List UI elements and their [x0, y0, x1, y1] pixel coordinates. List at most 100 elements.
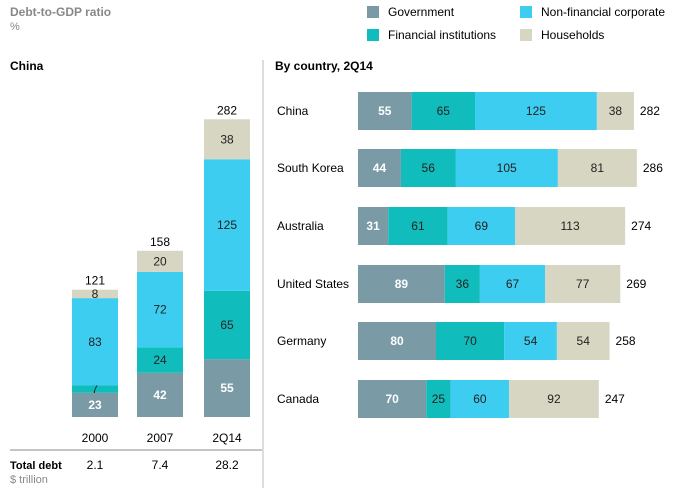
china-vertical-bars: 23783812120002.14224722015820077.4556512… — [72, 103, 250, 472]
country-label-canada: Canada — [277, 392, 319, 406]
hbar-united-states-government — [358, 265, 445, 303]
bar-2000-government — [72, 392, 118, 417]
bar-label-2q14-non-financial-corporate: 125 — [217, 218, 237, 232]
hbar-label-united-states-government: 89 — [395, 277, 409, 291]
hbar-label-united-states-households: 77 — [576, 277, 590, 291]
hbar-label-australia-government: 31 — [366, 219, 380, 233]
hbar-label-china-non-financial-corporate: 125 — [526, 104, 546, 118]
hbar-label-south-korea-financial-institutions: 56 — [422, 161, 436, 175]
category-label-2000: 2000 — [82, 431, 109, 445]
hbar-united-states-non-financial-corporate — [479, 265, 546, 303]
bar-label-2007-financial-institutions: 24 — [153, 353, 167, 367]
bar-2q14-households — [204, 119, 250, 160]
bar-label-2000-non-financial-corporate: 83 — [88, 335, 102, 349]
hbar-label-united-states-financial-institutions: 36 — [456, 277, 470, 291]
legend-label-non-financial-corporate: Non-financial corporate — [541, 5, 665, 19]
chart-unit: % — [10, 21, 20, 33]
category-label-2007: 2007 — [147, 431, 174, 445]
bar-2007-non-financial-corporate — [137, 271, 183, 348]
hbar-germany-financial-institutions — [436, 322, 505, 360]
hbar-label-canada-households: 92 — [547, 392, 561, 406]
hbar-canada-non-financial-corporate — [450, 380, 510, 418]
left-panel-title: China — [10, 59, 44, 73]
country-label-united-states: United States — [277, 277, 349, 291]
bar-label-2q14-financial-institutions: 65 — [220, 318, 234, 332]
total-debt-label: Total debt — [10, 460, 62, 472]
total-debt-unit: $ trillion — [10, 474, 48, 486]
hbar-label-canada-government: 70 — [385, 392, 399, 406]
chart-title: Debt-to-GDP ratio — [10, 5, 111, 19]
hbar-total-china: 282 — [640, 104, 660, 118]
bar-label-2000-households: 8 — [92, 287, 99, 301]
bar-2007-financial-institutions — [137, 347, 183, 373]
hbar-south-korea-non-financial-corporate — [455, 149, 558, 187]
hbar-canada-financial-institutions — [426, 380, 451, 418]
hbar-label-china-government: 55 — [378, 104, 392, 118]
bar-total-2007: 158 — [150, 235, 170, 249]
hbar-australia-financial-institutions — [388, 207, 448, 245]
hbar-label-china-households: 38 — [609, 104, 623, 118]
bar-total-2q14: 282 — [217, 103, 237, 117]
country-label-china: China — [277, 104, 309, 118]
category-label-2q14: 2Q14 — [212, 431, 242, 445]
hbar-australia-government — [358, 207, 389, 245]
hbar-label-australia-households: 113 — [560, 219, 579, 233]
total-debt-2000: 2.1 — [87, 458, 104, 472]
hbar-label-china-financial-institutions: 65 — [437, 104, 451, 118]
hbar-germany-government — [358, 322, 436, 360]
legend-swatch-government — [367, 6, 379, 18]
hbar-label-germany-government: 80 — [390, 334, 404, 348]
hbar-label-canada-financial-institutions: 25 — [432, 392, 446, 406]
hbar-label-germany-non-financial-corporate: 54 — [524, 334, 538, 348]
right-panel-title: By country, 2Q14 — [275, 59, 373, 73]
hbar-total-south-korea: 286 — [643, 161, 663, 175]
country-label-australia: Australia — [277, 219, 324, 233]
legend-label-households: Households — [541, 28, 604, 42]
bar-2007-households — [137, 250, 183, 272]
bar-label-2007-households: 20 — [153, 254, 167, 268]
legend-label-government: Government — [388, 5, 455, 19]
hbar-total-united-states: 269 — [626, 277, 646, 291]
total-debt-2007: 7.4 — [152, 458, 169, 472]
bar-label-2q14-households: 38 — [220, 132, 234, 146]
hbar-germany-households — [556, 322, 610, 360]
bar-2007-government — [137, 372, 183, 417]
bar-label-2000-financial-institutions: 7 — [92, 382, 99, 396]
bar-2000-households — [72, 289, 118, 299]
legend-swatch-households — [520, 29, 532, 41]
hbar-china-government — [358, 92, 412, 130]
hbar-united-states-households — [545, 265, 621, 303]
hbar-label-australia-financial-institutions: 61 — [411, 219, 425, 233]
country-horizontal-bars: China 55 65 125 38 282 South Korea 44 56 105 81 286… — [277, 92, 663, 418]
hbar-germany-non-financial-corporate — [504, 322, 557, 360]
bar-label-2007-non-financial-corporate: 72 — [153, 303, 167, 317]
hbar-china-financial-institutions — [411, 92, 475, 130]
hbar-label-australia-non-financial-corporate: 69 — [475, 219, 489, 233]
country-label-germany: Germany — [277, 334, 326, 348]
bar-2000-financial-institutions — [72, 385, 118, 393]
hbar-australia-non-financial-corporate — [447, 207, 515, 245]
hbar-label-south-korea-households: 81 — [591, 161, 605, 175]
hbar-canada-households — [509, 380, 599, 418]
bar-label-2q14-government: 55 — [220, 381, 234, 395]
hbar-australia-households — [514, 207, 626, 245]
bar-label-2007-government: 42 — [153, 388, 167, 402]
bar-2q14-non-financial-corporate — [204, 159, 250, 291]
hbar-canada-government — [358, 380, 427, 418]
hbar-united-states-financial-institutions — [444, 265, 480, 303]
legend-label-financial-institutions: Financial institutions — [388, 28, 496, 42]
hbar-south-korea-households — [557, 149, 637, 187]
legend-swatch-non-financial-corporate — [520, 6, 532, 18]
total-debt-2q14: 28.2 — [215, 458, 239, 472]
hbar-label-germany-households: 54 — [577, 334, 591, 348]
hbar-south-korea-government — [358, 149, 401, 187]
country-label-south-korea: South Korea — [277, 161, 344, 175]
hbar-label-germany-financial-institutions: 70 — [463, 334, 477, 348]
hbar-south-korea-financial-institutions — [400, 149, 456, 187]
hbar-total-germany: 258 — [616, 334, 636, 348]
bar-total-2000: 121 — [85, 274, 105, 288]
hbar-total-australia: 274 — [631, 219, 651, 233]
hbar-label-united-states-non-financial-corporate: 67 — [506, 277, 520, 291]
